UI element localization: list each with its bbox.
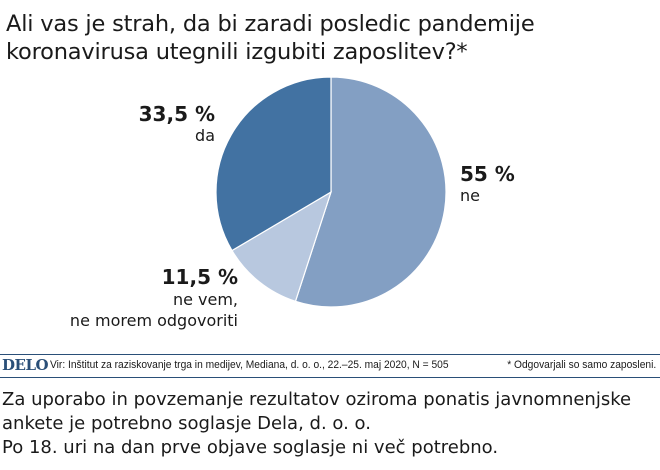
usage-notice-line3: Po 18. uri na dan prve objave soglasje n… — [2, 437, 499, 458]
delo-logo: DELO — [2, 356, 49, 374]
pie-slice-da — [215, 76, 332, 252]
pie-slice-nevem — [231, 190, 333, 303]
usage-notice: Za uporabo in povzemanje rezultatov ozir… — [2, 388, 658, 460]
source-bar: DELO Vir: Inštitut za raziskovanje trga … — [0, 354, 660, 378]
slice-desc-nevem-line2: ne morem odgovoriti — [69, 311, 238, 330]
usage-notice-line2: ankete je potrebno soglasje Dela, d. o. … — [2, 413, 371, 434]
slice-desc-nevem-line1: ne vem, — [172, 290, 238, 309]
slice-value-ne: 55 % — [460, 162, 515, 186]
slice-label-nevem: 11,5 % ne vem, ne morem odgovoriti — [0, 265, 238, 331]
slice-label-ne: 55 % ne — [460, 162, 580, 206]
slice-desc-da: da — [195, 126, 215, 145]
slice-value-nevem: 11,5 % — [161, 265, 238, 289]
source-text: Vir: Inštitut za raziskovanje trga in me… — [50, 359, 449, 371]
slice-desc-ne: ne — [460, 186, 480, 205]
slice-value-da: 33,5 % — [138, 102, 215, 126]
usage-notice-line1: Za uporabo in povzemanje rezultatov ozir… — [2, 389, 632, 410]
pie-slice-ne — [294, 76, 447, 308]
slice-label-da: 33,5 % da — [95, 102, 215, 146]
footnote-text: * Odgovarjali so samo zaposleni. — [507, 359, 656, 371]
chart-title: Ali vas je strah, da bi zaradi posledic … — [6, 11, 535, 65]
